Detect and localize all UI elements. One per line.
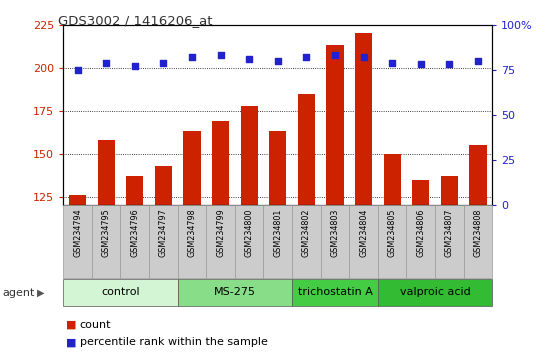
Text: ■: ■ <box>66 320 76 330</box>
Text: MS-275: MS-275 <box>214 287 256 297</box>
Bar <box>321 205 349 278</box>
Bar <box>212 121 229 354</box>
Bar <box>292 205 321 278</box>
Bar <box>92 205 120 278</box>
Bar <box>69 195 86 354</box>
Point <box>130 63 139 69</box>
Bar <box>206 205 235 278</box>
Bar <box>126 176 144 354</box>
Point <box>273 58 282 64</box>
Text: GSM234807: GSM234807 <box>445 208 454 257</box>
Bar <box>155 166 172 354</box>
Point <box>102 60 111 65</box>
Bar <box>441 176 458 354</box>
Bar <box>435 205 464 278</box>
Bar <box>298 93 315 354</box>
Bar <box>464 205 492 278</box>
Bar <box>383 154 401 354</box>
Point <box>359 55 368 60</box>
Bar <box>263 205 292 278</box>
Point <box>302 55 311 60</box>
Text: count: count <box>80 320 111 330</box>
Text: GSM234802: GSM234802 <box>302 208 311 257</box>
Bar <box>97 140 115 354</box>
Text: GSM234801: GSM234801 <box>273 208 282 257</box>
Bar <box>63 205 92 278</box>
Text: agent: agent <box>3 288 35 298</box>
Point <box>216 53 225 58</box>
Bar <box>269 131 287 354</box>
Text: GSM234795: GSM234795 <box>102 208 111 257</box>
Point <box>474 58 482 64</box>
Text: GDS3002 / 1416206_at: GDS3002 / 1416206_at <box>58 14 212 27</box>
Text: GSM234794: GSM234794 <box>73 208 82 257</box>
Bar <box>378 279 492 306</box>
Point <box>416 62 425 67</box>
Text: valproic acid: valproic acid <box>400 287 470 297</box>
Text: percentile rank within the sample: percentile rank within the sample <box>80 337 268 347</box>
Text: GSM234806: GSM234806 <box>416 208 425 257</box>
Bar <box>469 145 487 354</box>
Text: trichostatin A: trichostatin A <box>298 287 372 297</box>
Bar <box>412 179 430 354</box>
Point <box>245 56 254 62</box>
Text: GSM234800: GSM234800 <box>245 208 254 257</box>
Bar <box>120 205 149 278</box>
Point <box>445 62 454 67</box>
Bar <box>349 205 378 278</box>
Text: GSM234799: GSM234799 <box>216 208 225 257</box>
Bar <box>355 33 372 354</box>
Text: ■: ■ <box>66 337 76 347</box>
Text: GSM234797: GSM234797 <box>159 208 168 257</box>
Bar <box>235 205 263 278</box>
Point <box>388 60 397 65</box>
Text: GSM234804: GSM234804 <box>359 208 368 257</box>
Text: GSM234808: GSM234808 <box>474 208 482 257</box>
Text: GSM234803: GSM234803 <box>331 208 339 257</box>
Point <box>73 67 82 73</box>
Bar <box>178 279 292 306</box>
Bar <box>183 131 201 354</box>
Bar <box>406 205 435 278</box>
Point <box>188 55 196 60</box>
Bar <box>63 279 178 306</box>
Text: ▶: ▶ <box>37 288 45 298</box>
Bar <box>378 205 406 278</box>
Text: control: control <box>101 287 140 297</box>
Bar <box>149 205 178 278</box>
Text: GSM234796: GSM234796 <box>130 208 139 257</box>
Point <box>331 53 339 58</box>
Bar <box>292 279 378 306</box>
Bar <box>240 105 258 354</box>
Bar <box>326 45 344 354</box>
Text: GSM234798: GSM234798 <box>188 208 196 257</box>
Text: GSM234805: GSM234805 <box>388 208 397 257</box>
Bar <box>178 205 206 278</box>
Point <box>159 60 168 65</box>
